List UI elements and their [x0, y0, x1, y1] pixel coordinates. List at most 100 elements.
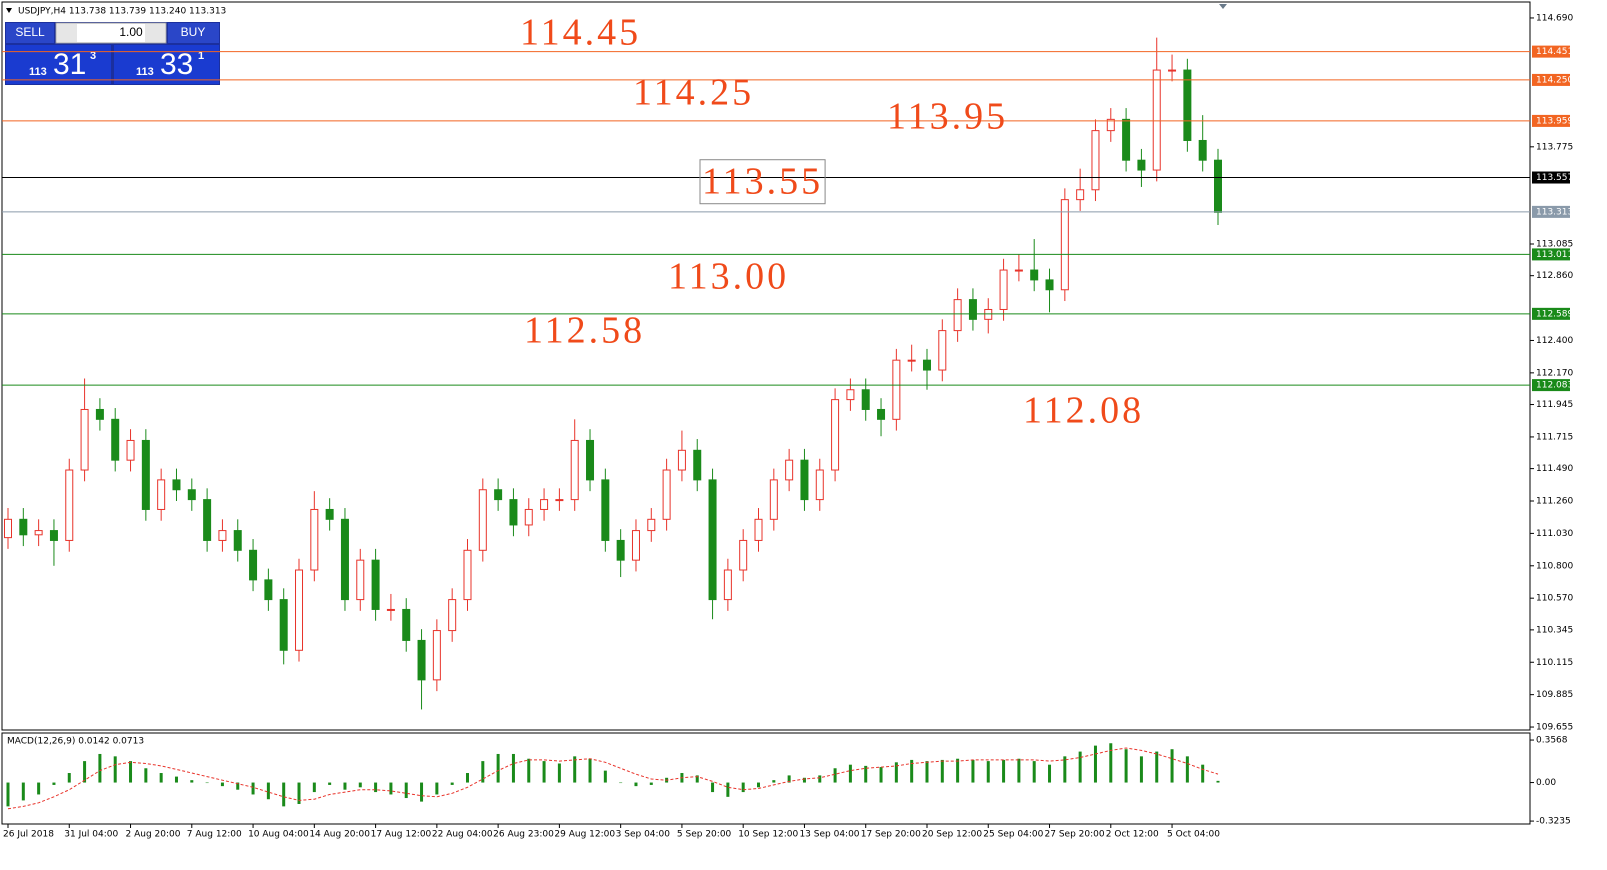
level-annotation: 114.45 [520, 12, 641, 54]
macd-bar [1170, 749, 1174, 783]
macd-bar [174, 776, 178, 783]
macd-bar [741, 782, 745, 793]
macd-bar [52, 782, 56, 785]
y-tick-label: -0.3235 [1536, 817, 1571, 827]
level-annotation: 113.00 [668, 256, 789, 298]
candle-body [907, 359, 916, 362]
macd-bar [603, 770, 607, 783]
candle-body [1106, 118, 1115, 132]
macd-bar [481, 761, 485, 783]
macd-bar [634, 782, 638, 787]
level-line-tag [1532, 307, 1570, 320]
macd-bar [711, 782, 715, 793]
macd-bar [1017, 758, 1021, 783]
level-line-label: 114.451 [1536, 47, 1573, 57]
candle-body [279, 599, 288, 651]
candle-body [999, 269, 1008, 310]
candle-body [693, 449, 702, 481]
candle-body [49, 530, 58, 541]
level-annotation: 114.25 [633, 72, 754, 114]
y-tick-label: 111.945 [1536, 400, 1573, 410]
level-annotation: 113.55 [702, 161, 823, 203]
lot-up[interactable] [145, 24, 165, 42]
x-tick-label: 22 Aug 04:00 [432, 830, 493, 840]
candle-body [1152, 69, 1161, 171]
candle-body [662, 469, 671, 520]
candle-body [126, 439, 135, 461]
macd-bar [129, 761, 133, 783]
candle-body [754, 518, 763, 541]
sell-button[interactable] [6, 23, 54, 43]
macd-bar [67, 773, 71, 783]
y-tick-label: 113.775 [1536, 142, 1573, 152]
macd-bar [649, 782, 653, 785]
candle-body [448, 599, 457, 632]
macd-bar [312, 782, 316, 793]
candle-body [233, 530, 242, 551]
level-annotation: 113.95 [887, 96, 1008, 138]
candle-body [1168, 69, 1177, 72]
macd-bar [1063, 756, 1067, 783]
macd-bar [910, 759, 914, 783]
candle-body [157, 479, 166, 510]
y-tick-label: 112.400 [1536, 336, 1573, 346]
macd-bar [588, 758, 592, 783]
candle-body [463, 549, 472, 601]
lot-down[interactable] [57, 24, 77, 42]
macd-bar [159, 773, 163, 783]
macd-bar [511, 753, 515, 783]
macd-bar [1155, 751, 1159, 783]
candle-body [340, 518, 349, 601]
x-tick-label: 31 Jul 04:00 [64, 830, 118, 840]
candle-body [1030, 269, 1039, 281]
buy-price-big: 113 [136, 66, 154, 78]
macd-bar [1139, 756, 1143, 783]
candle-body [65, 469, 74, 541]
candle-body [494, 489, 503, 501]
candle-body [785, 459, 794, 481]
candle-body [815, 469, 824, 501]
x-tick-label: 14 Aug 20:00 [309, 830, 370, 840]
candle-body [1183, 69, 1192, 141]
x-tick-label: 10 Aug 04:00 [248, 830, 309, 840]
candle-body [386, 608, 395, 611]
candle-body [708, 479, 717, 601]
y-tick-label: 113.085 [1536, 239, 1573, 249]
candle-body [19, 518, 28, 536]
macd-bar [848, 764, 852, 783]
buy-label: BUY [181, 25, 206, 39]
candle-body [631, 530, 640, 561]
lot-field[interactable] [55, 22, 167, 44]
macd-bar [787, 775, 791, 783]
level-line-label: 114.250 [1536, 75, 1573, 85]
buy-button[interactable] [168, 23, 219, 43]
candle-body [1091, 130, 1100, 191]
x-tick-label: 27 Sep 20:00 [1045, 830, 1105, 840]
y-tick-label: 114.690 [1536, 13, 1573, 23]
candle-body [524, 508, 533, 526]
candle-body [647, 518, 656, 532]
candle-body [310, 508, 319, 571]
candle-body [953, 299, 962, 332]
x-tick-label: 10 Sep 12:00 [738, 830, 798, 840]
macd-bar [726, 782, 730, 797]
level-line-tag [1532, 379, 1570, 392]
level-annotation: 112.08 [1023, 390, 1144, 432]
x-tick-label: 20 Sep 12:00 [922, 830, 982, 840]
candle-body [1045, 279, 1054, 291]
macd-bar [420, 782, 424, 802]
x-tick-label: 17 Sep 20:00 [861, 830, 921, 840]
candle-body [677, 449, 686, 471]
level-line-tag [1532, 45, 1570, 58]
macd-bar [144, 768, 148, 783]
level-line-label: 112.589 [1536, 309, 1573, 319]
candle-body [968, 299, 977, 320]
macd-bar [205, 782, 209, 784]
buy-price-sup: 1 [198, 50, 204, 62]
macd-bar [358, 782, 362, 788]
level-line-tag [1532, 248, 1570, 261]
candle-body [601, 479, 610, 541]
candle-body [249, 549, 258, 581]
x-tick-label: 5 Oct 04:00 [1167, 830, 1220, 840]
macd-bar [940, 759, 944, 783]
